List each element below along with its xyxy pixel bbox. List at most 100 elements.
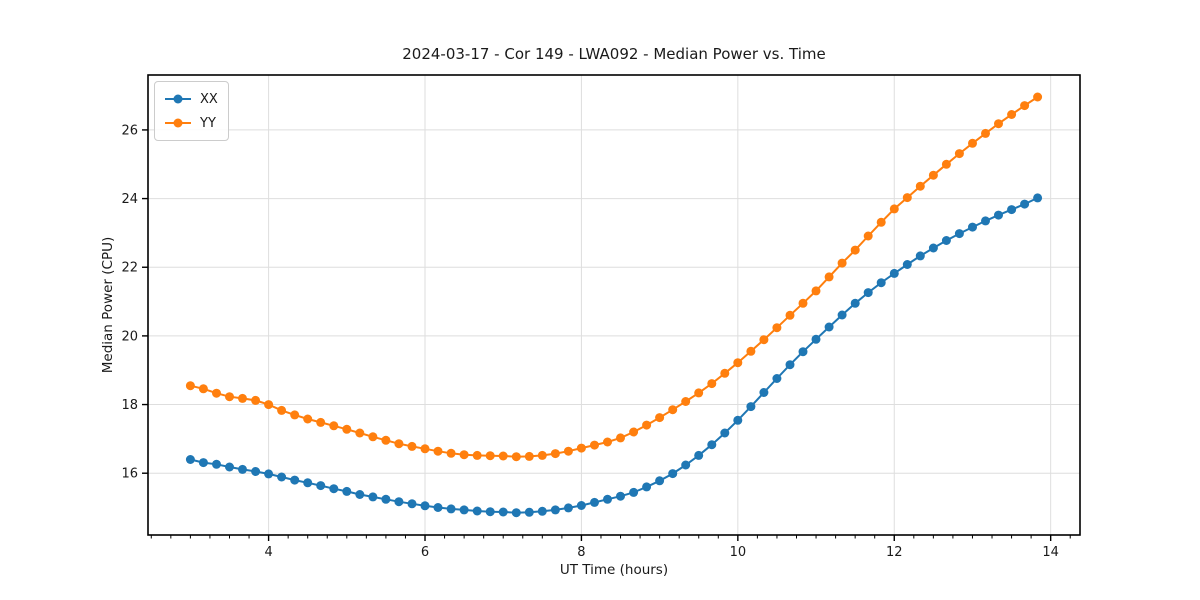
data-point [994, 210, 1003, 220]
data-point [863, 231, 873, 241]
svg-text:4: 4 [264, 545, 272, 560]
data-point [1033, 92, 1043, 102]
legend-box: XX YY [154, 81, 229, 141]
svg-text:18: 18 [121, 398, 138, 413]
data-point [576, 501, 586, 510]
data-point [264, 400, 274, 410]
data-point [576, 443, 586, 453]
data-point [433, 503, 443, 512]
data-point [381, 435, 391, 445]
data-point [550, 449, 560, 459]
data-point [928, 243, 938, 253]
data-point [968, 222, 977, 232]
data-point [329, 484, 339, 494]
svg-text:22: 22 [121, 261, 138, 276]
svg-text:8: 8 [577, 545, 585, 560]
data-point [420, 444, 430, 454]
data-point [681, 397, 691, 406]
data-point [524, 507, 534, 517]
data-point [889, 204, 899, 214]
data-point [407, 441, 417, 451]
gridlines [148, 75, 1080, 535]
data-point [198, 384, 208, 394]
data-point [968, 138, 977, 148]
data-point [642, 482, 652, 492]
svg-text:20: 20 [121, 329, 138, 344]
data-point [394, 497, 404, 507]
data-point [212, 388, 221, 398]
data-point [238, 464, 247, 474]
data-point [433, 446, 443, 456]
data-point [251, 467, 261, 476]
data-point [772, 323, 782, 333]
data-point [446, 448, 456, 458]
y-tick-labels: 16 18 20 22 24 26 [121, 123, 138, 481]
data-point [225, 392, 234, 402]
plot-border [147, 74, 1081, 536]
axis-ticks [142, 129, 1071, 541]
data-point [212, 459, 221, 469]
data-point [720, 368, 730, 378]
legend-swatch-yy [165, 118, 191, 128]
data-point [655, 413, 665, 423]
data-point [537, 450, 547, 460]
data-point [837, 258, 847, 268]
data-point [511, 452, 521, 462]
data-point [550, 505, 560, 515]
data-point [185, 455, 195, 464]
data-point [342, 486, 352, 496]
legend-item-yy: YY [163, 111, 218, 135]
data-point [381, 494, 391, 504]
data-point [1007, 110, 1017, 119]
data-point [277, 472, 287, 482]
data-point [238, 393, 247, 403]
data-point [759, 335, 769, 345]
chart-title: 2024-03-17 - Cor 149 - LWA092 - Median P… [402, 45, 826, 63]
data-point [629, 487, 639, 497]
data-point [902, 193, 912, 203]
data-point [603, 494, 612, 504]
data-point [563, 503, 573, 513]
data-point [485, 451, 495, 461]
data-point [368, 492, 378, 502]
svg-text:6: 6 [421, 545, 429, 560]
data-point [303, 478, 313, 488]
data-point [185, 381, 195, 391]
data-point [798, 298, 808, 308]
svg-text:12: 12 [886, 545, 903, 560]
data-point [655, 476, 665, 486]
data-point [563, 446, 573, 456]
data-point [472, 506, 482, 516]
data-point [694, 388, 704, 398]
data-point [498, 507, 508, 517]
data-point [590, 497, 599, 507]
data-point [681, 460, 691, 470]
data-point [941, 159, 951, 169]
data-point [850, 245, 860, 255]
data-point [1020, 199, 1030, 209]
data-point [707, 440, 717, 450]
y-axis-label: Median Power (CPU) [100, 236, 116, 374]
data-point [668, 469, 678, 479]
data-point [420, 501, 430, 511]
data-point [1033, 193, 1043, 203]
data-point [746, 346, 756, 356]
data-point [459, 505, 469, 515]
data-point [811, 334, 821, 344]
data-point [485, 507, 495, 517]
data-point [707, 379, 717, 389]
data-point [811, 286, 821, 296]
data-point [863, 288, 873, 298]
data-point [264, 469, 274, 479]
data-point [198, 458, 208, 468]
data-point [459, 450, 469, 460]
legend-label-xx: XX [200, 91, 218, 107]
legend-label-yy: YY [200, 115, 216, 131]
data-point [616, 433, 625, 443]
data-point [472, 450, 482, 460]
data-point [303, 414, 313, 424]
data-point [954, 149, 964, 159]
data-point [316, 417, 326, 427]
data-point [368, 432, 378, 442]
